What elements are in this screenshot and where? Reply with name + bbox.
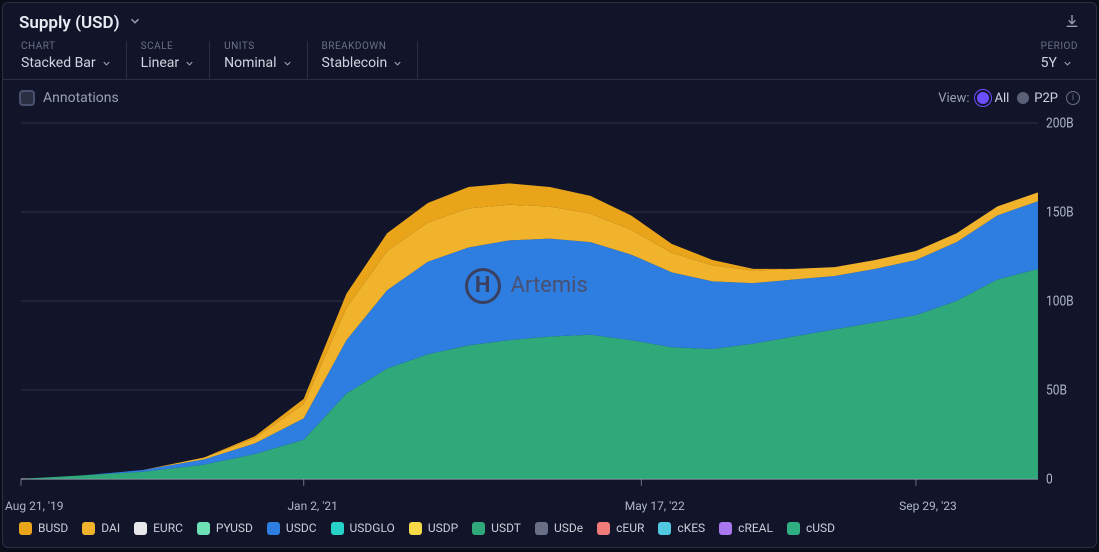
control-label: CHART [21, 41, 112, 52]
x-tick-label: Aug 21, '19 [5, 499, 64, 513]
legend-swatch [719, 522, 732, 535]
control-period[interactable]: PERIOD 5Y [1027, 41, 1080, 79]
legend-item-cREAL[interactable]: cREAL [719, 521, 773, 535]
info-icon[interactable]: i [1066, 91, 1080, 105]
legend-label: cEUR [616, 521, 644, 535]
legend-swatch [535, 522, 548, 535]
svg-text:50B: 50B [1046, 383, 1067, 399]
control-label: UNITS [224, 41, 292, 52]
control-label: PERIOD [1041, 41, 1078, 52]
legend: BUSD DAI EURC PYUSD USDC USDGLO USDP USDT USDe cE… [3, 513, 1096, 547]
view-option-all[interactable]: All [977, 91, 1009, 106]
legend-label: USDe [554, 521, 583, 535]
x-tick-label: May 17, '22 [625, 499, 685, 513]
legend-swatch [787, 522, 800, 535]
chevron-down-icon [101, 58, 112, 69]
view-option-p2p[interactable]: P2P [1017, 91, 1058, 106]
legend-swatch [331, 522, 344, 535]
view-label: View: [938, 91, 969, 106]
legend-item-USDT[interactable]: USDT [472, 521, 521, 535]
control-breakdown[interactable]: BREAKDOWN Stablecoin [308, 41, 419, 79]
legend-label: USDC [286, 521, 317, 535]
legend-item-EURC[interactable]: EURC [134, 521, 183, 535]
chevron-down-icon [392, 58, 403, 69]
x-axis: Aug 21, '19 Jan 2, '21 May 17, '22 Sep 29, … [3, 495, 1096, 513]
view-row: Annotations View: All P2P i [3, 80, 1096, 112]
control-units[interactable]: UNITS Nominal [210, 41, 307, 79]
legend-item-USDP[interactable]: USDP [409, 521, 458, 535]
control-value: Stablecoin [322, 55, 404, 71]
radio-on-icon [977, 92, 989, 104]
chart-title: Supply (USD) [19, 13, 120, 33]
legend-label: USDP [428, 521, 458, 535]
control-value: Stacked Bar [21, 55, 112, 71]
legend-item-cUSD[interactable]: cUSD [787, 521, 835, 535]
legend-swatch [597, 522, 610, 535]
legend-swatch [409, 522, 422, 535]
legend-item-cEUR[interactable]: cEUR [597, 521, 644, 535]
radio-off-icon [1017, 92, 1029, 104]
legend-item-USDGLO[interactable]: USDGLO [331, 521, 395, 535]
svg-text:0: 0 [1046, 472, 1053, 488]
legend-label: PYUSD [216, 521, 253, 535]
legend-item-cKES[interactable]: cKES [658, 521, 705, 535]
legend-label: USDT [491, 521, 521, 535]
legend-item-BUSD[interactable]: BUSD [19, 521, 68, 535]
svg-text:150B: 150B [1046, 205, 1074, 221]
control-value: Nominal [224, 55, 292, 71]
x-tick-label: Sep 29, '23 [899, 499, 957, 513]
controls-left: CHART Stacked Bar SCALE Linear UNITS Nom… [19, 41, 418, 79]
legend-swatch [267, 522, 280, 535]
chart-card: Supply (USD) CHART Stacked Bar SCALE Lin… [2, 2, 1097, 548]
legend-swatch [658, 522, 671, 535]
legend-swatch [134, 522, 147, 535]
legend-label: BUSD [38, 521, 68, 535]
chevron-down-icon [128, 14, 142, 32]
control-value: Linear [141, 55, 195, 71]
legend-label: USDGLO [350, 521, 395, 535]
legend-swatch [472, 522, 485, 535]
chevron-down-icon [1062, 58, 1073, 69]
legend-item-PYUSD[interactable]: PYUSD [197, 521, 253, 535]
chevron-down-icon [282, 58, 293, 69]
legend-item-DAI[interactable]: DAI [82, 521, 120, 535]
control-scale[interactable]: SCALE Linear [127, 41, 210, 79]
legend-label: cUSD [806, 521, 835, 535]
x-tick-label: Jan 2, '21 [287, 499, 337, 513]
annotations-label: Annotations [43, 90, 119, 106]
legend-swatch [82, 522, 95, 535]
legend-item-USDe[interactable]: USDe [535, 521, 583, 535]
view-selector: View: All P2P i [938, 91, 1080, 106]
stacked-area-chart: 0 50B 100B 150B 200B [19, 116, 1080, 495]
legend-label: DAI [101, 521, 120, 535]
chart-area: 050B100B150B200B H Artemis [19, 116, 1080, 495]
legend-swatch [197, 522, 210, 535]
controls-row: CHART Stacked Bar SCALE Linear UNITS Nom… [3, 39, 1096, 80]
download-icon[interactable] [1064, 13, 1080, 33]
title-dropdown[interactable]: Supply (USD) [19, 13, 142, 33]
control-value: 5Y [1041, 55, 1078, 71]
legend-label: cREAL [738, 521, 773, 535]
checkbox-icon [19, 90, 35, 106]
title-row: Supply (USD) [3, 3, 1096, 39]
svg-text:200B: 200B [1046, 116, 1074, 132]
control-label: SCALE [141, 41, 195, 52]
legend-item-USDC[interactable]: USDC [267, 521, 317, 535]
legend-label: cKES [677, 521, 705, 535]
chevron-down-icon [184, 58, 195, 69]
annotations-toggle[interactable]: Annotations [19, 90, 119, 106]
legend-swatch [19, 522, 32, 535]
legend-label: EURC [153, 521, 183, 535]
svg-text:100B: 100B [1046, 294, 1074, 310]
control-chart[interactable]: CHART Stacked Bar [19, 41, 127, 79]
control-label: BREAKDOWN [322, 41, 404, 52]
